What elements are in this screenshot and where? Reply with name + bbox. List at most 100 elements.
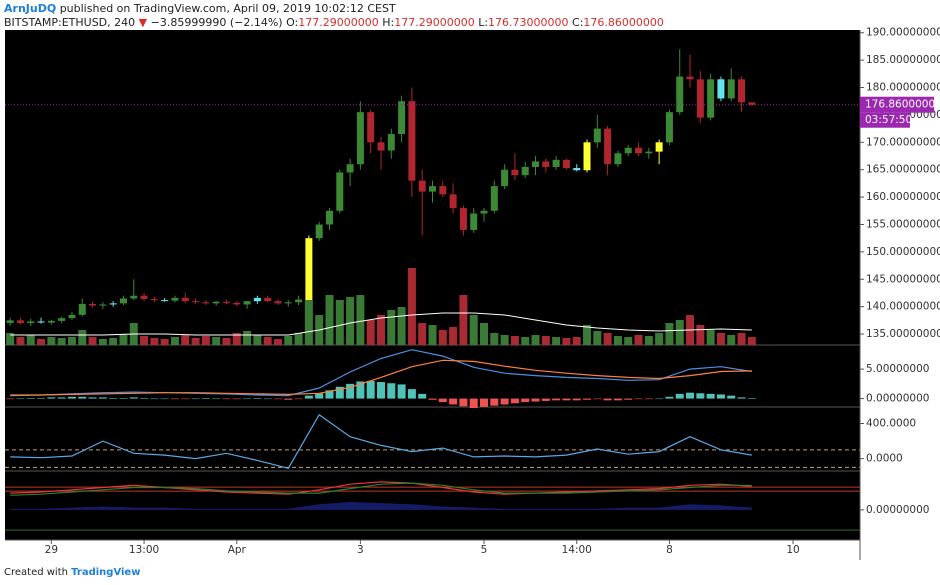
candle-body bbox=[645, 151, 653, 154]
y-tick-label: 0.0000 bbox=[866, 453, 903, 465]
candle-body bbox=[119, 298, 127, 304]
volume-bar bbox=[26, 335, 35, 345]
volume-bar bbox=[325, 295, 334, 345]
histogram-bar bbox=[438, 398, 447, 403]
candle-body bbox=[68, 314, 76, 319]
volume-bar bbox=[593, 331, 602, 345]
y-tick-label: 160.00000000 bbox=[866, 191, 940, 203]
brand[interactable]: TradingView bbox=[71, 567, 141, 578]
symbol: BITSTAMP:ETHUSD, 240 bbox=[4, 16, 136, 29]
histogram-bar bbox=[304, 395, 313, 399]
histogram-bar bbox=[552, 398, 561, 401]
candle-body bbox=[27, 321, 35, 324]
volume-bar bbox=[469, 315, 478, 345]
volume-bar bbox=[583, 325, 592, 345]
volume-bar bbox=[243, 331, 252, 345]
countdown: 03:57:50 bbox=[865, 114, 912, 126]
price-label: 176.86000000 bbox=[865, 99, 940, 111]
candle-body bbox=[243, 301, 251, 305]
histogram-bar bbox=[170, 398, 179, 400]
candle-body bbox=[408, 101, 416, 181]
author[interactable]: ArnJuDQ bbox=[4, 2, 57, 15]
histogram-bar bbox=[26, 397, 35, 399]
histogram-bar bbox=[387, 383, 396, 399]
histogram-bar bbox=[665, 396, 674, 399]
candle-body bbox=[212, 301, 220, 304]
price-label-box bbox=[860, 96, 934, 113]
candle-body bbox=[562, 159, 570, 169]
created: Created with bbox=[4, 567, 68, 578]
histogram-bar bbox=[593, 398, 602, 400]
histogram-bar bbox=[201, 397, 210, 399]
candle-body bbox=[748, 102, 756, 105]
candle-body bbox=[655, 142, 663, 152]
histogram-bar bbox=[181, 398, 190, 400]
histogram-bar bbox=[284, 398, 293, 400]
histogram-bar bbox=[315, 393, 324, 399]
histogram-bar bbox=[469, 398, 478, 409]
volume-bar bbox=[273, 339, 282, 345]
histogram-bar bbox=[67, 396, 76, 399]
candle-body bbox=[58, 318, 66, 321]
arrow: ▼ bbox=[138, 16, 148, 29]
histogram-bar bbox=[160, 398, 169, 400]
volume-bar bbox=[655, 333, 664, 345]
volume-bar bbox=[500, 335, 509, 345]
histogram-bar bbox=[397, 384, 406, 399]
histogram-bar bbox=[376, 382, 385, 399]
histogram-bar bbox=[191, 398, 200, 400]
change: −3.85999990 (−2.14%) bbox=[150, 16, 283, 29]
volume-ma bbox=[10, 312, 752, 336]
histogram-bar bbox=[119, 397, 128, 399]
volume-bar bbox=[438, 330, 447, 345]
candle-body bbox=[542, 161, 550, 167]
volume-bar bbox=[119, 335, 128, 345]
candle-body bbox=[707, 79, 715, 118]
volume-bar bbox=[480, 323, 489, 345]
histogram-bar bbox=[140, 397, 149, 399]
histogram-bar bbox=[459, 398, 468, 407]
volume-bar bbox=[428, 325, 437, 345]
histogram-bar bbox=[109, 397, 118, 399]
ohlc-value: 176.73000000 bbox=[488, 16, 569, 29]
candle-body bbox=[696, 79, 704, 118]
candle-body bbox=[490, 186, 498, 211]
candle-body bbox=[604, 128, 612, 165]
histogram-bar bbox=[335, 386, 344, 399]
y-tick-label: 5.00000000 bbox=[866, 363, 929, 375]
ohlc-value: 177.29000000 bbox=[394, 16, 475, 29]
histogram-bar bbox=[541, 398, 550, 401]
volume-bar bbox=[449, 327, 458, 345]
candle-body bbox=[727, 79, 735, 99]
candle-body bbox=[635, 147, 643, 154]
candle-body bbox=[521, 166, 529, 176]
volume-bar bbox=[150, 338, 159, 345]
histogram-bar bbox=[273, 398, 282, 400]
candle-body bbox=[387, 134, 395, 151]
y-tick-label: 140.00000000 bbox=[866, 301, 940, 313]
histogram-bar bbox=[428, 398, 437, 400]
candle-body bbox=[573, 168, 581, 171]
countdown-box bbox=[860, 112, 910, 128]
candle-body bbox=[377, 142, 385, 151]
x-tick-label: 8 bbox=[666, 544, 673, 556]
histogram-bar bbox=[603, 398, 612, 401]
candle-body bbox=[192, 301, 200, 303]
candle-body bbox=[624, 147, 632, 154]
candle-body bbox=[336, 172, 344, 211]
volume-bar bbox=[67, 337, 76, 345]
volume-bar bbox=[170, 337, 179, 345]
histogram-bar bbox=[480, 398, 489, 407]
ohlc-label: L: bbox=[478, 16, 489, 29]
volume-bar bbox=[603, 333, 612, 345]
candle-body bbox=[552, 159, 560, 167]
candle-body bbox=[459, 208, 467, 230]
candle-body bbox=[398, 101, 406, 135]
volume-bar bbox=[191, 338, 200, 345]
histogram-bar bbox=[407, 389, 416, 399]
y-tick-label: 0.00000000 bbox=[866, 504, 929, 516]
candle-body bbox=[501, 169, 509, 187]
volume-bar bbox=[201, 336, 210, 345]
volume-bar bbox=[16, 337, 25, 345]
candle-body bbox=[140, 295, 148, 299]
